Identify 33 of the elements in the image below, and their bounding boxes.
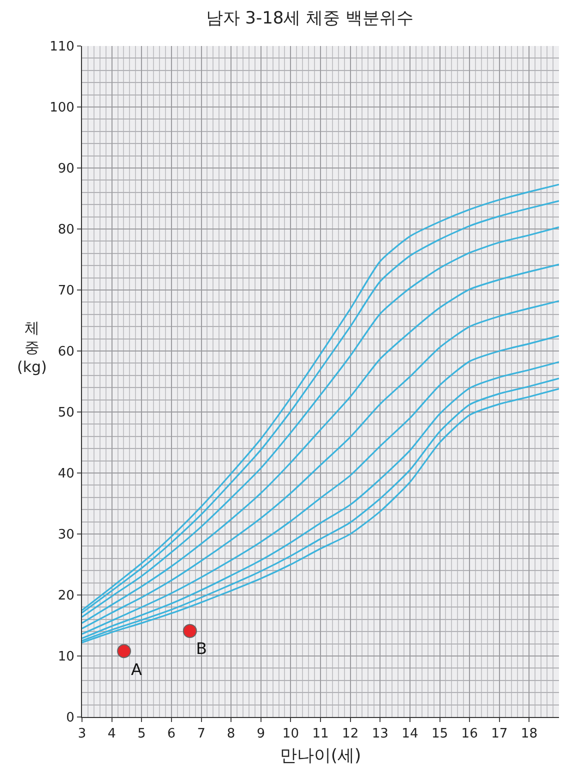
y-tick-label: 40 xyxy=(58,466,74,482)
y-tick-label: 80 xyxy=(58,222,74,238)
x-tick-label: 17 xyxy=(491,726,508,742)
x-tick-label: 8 xyxy=(226,726,236,742)
x-axis-title: 만나이(세) xyxy=(280,746,362,766)
y-tick-label: 100 xyxy=(50,100,74,116)
x-tick-label: 5 xyxy=(137,726,146,742)
x-tick-label: 12 xyxy=(342,726,359,742)
y-tick-label: 30 xyxy=(58,528,74,543)
x-tick-label: 14 xyxy=(402,726,418,742)
chart-title: 남자 3-18세 체중 백분위수 xyxy=(206,8,414,28)
x-tick-label: 3 xyxy=(78,726,86,742)
x-tick-label: 15 xyxy=(431,726,448,742)
y-tick-label: 90 xyxy=(58,162,74,177)
y-tick-label: 110 xyxy=(50,40,74,55)
x-tick-label: 9 xyxy=(256,726,266,742)
x-tick-label: 13 xyxy=(372,726,388,742)
x-tick-label: 16 xyxy=(461,726,478,742)
x-tick-label: 11 xyxy=(312,726,329,742)
y-tick-label: 50 xyxy=(58,406,74,421)
y-tick-label: 70 xyxy=(58,284,74,299)
annotation: A xyxy=(131,660,142,679)
annotation: B xyxy=(196,639,207,658)
x-tick-label: 6 xyxy=(167,726,176,742)
y-tick-label: 20 xyxy=(58,588,74,604)
y-axis-title: 체 중 (kg) xyxy=(17,319,47,376)
y-tick-label: 60 xyxy=(58,344,74,360)
y-tick-label: 0 xyxy=(66,710,74,726)
x-tick-label: 18 xyxy=(520,726,538,742)
x-tick-label: 7 xyxy=(197,726,206,742)
x-tick-label: 4 xyxy=(108,726,116,742)
y-tick-label: 10 xyxy=(58,650,74,665)
x-tick-label: 10 xyxy=(282,726,299,742)
